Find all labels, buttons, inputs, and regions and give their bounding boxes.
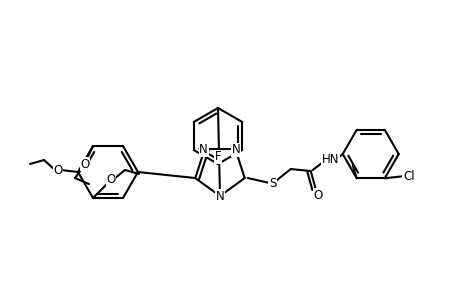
Text: HN: HN	[321, 152, 339, 166]
Text: N: N	[231, 143, 240, 157]
Text: N: N	[215, 190, 224, 202]
Text: O: O	[80, 158, 90, 170]
Text: O: O	[53, 164, 62, 176]
Text: Cl: Cl	[402, 170, 414, 183]
Text: S: S	[269, 176, 276, 190]
Text: F: F	[214, 151, 221, 164]
Text: O: O	[106, 173, 115, 187]
Text: N: N	[199, 143, 207, 157]
Text: O: O	[313, 188, 322, 202]
